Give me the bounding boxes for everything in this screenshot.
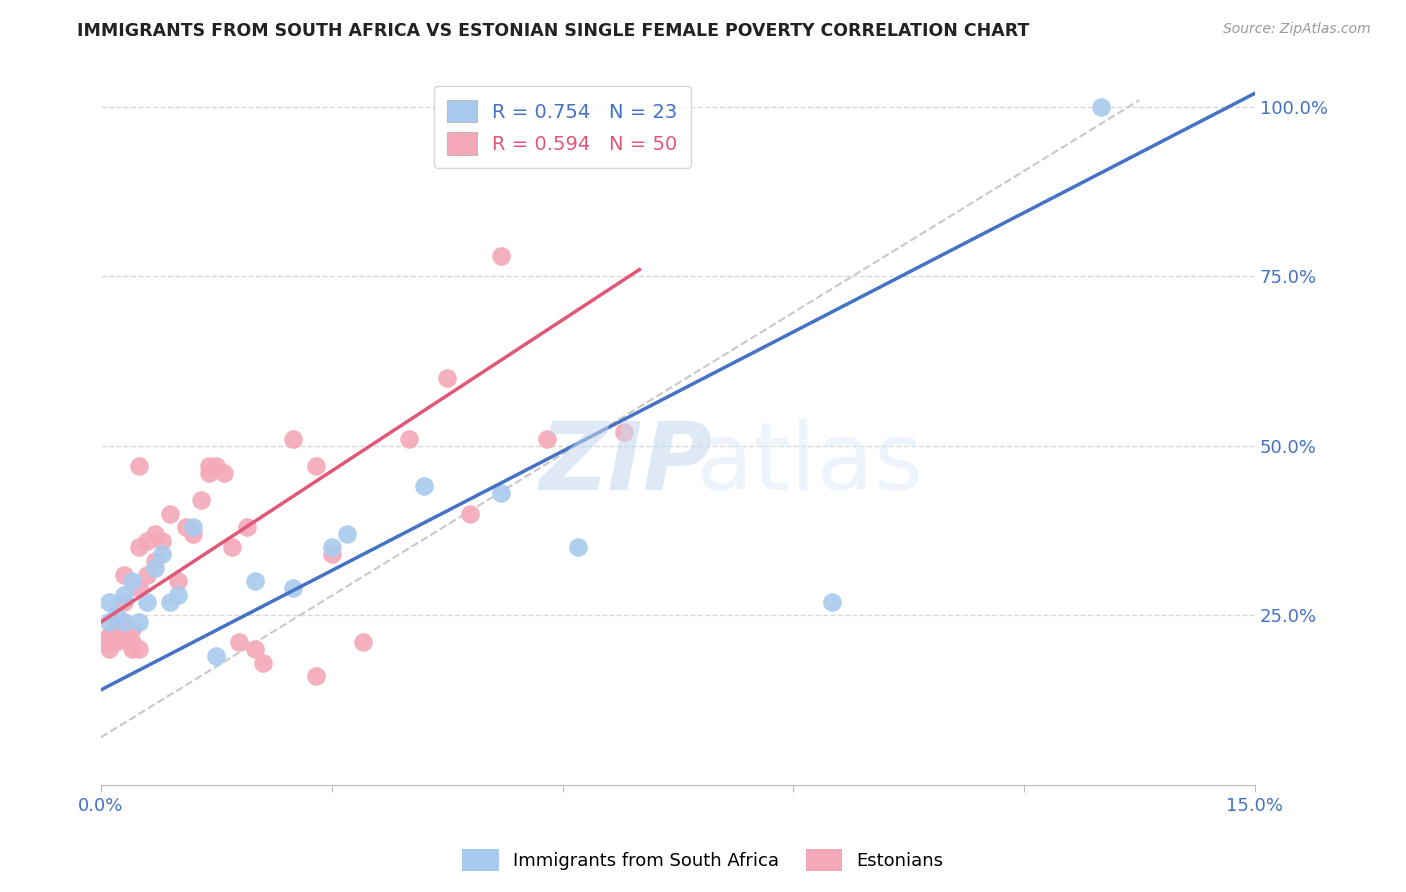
Point (305, 459, 328, 474)
Point (112, 567, 135, 582)
Point (97, 629, 120, 643)
Point (121, 574, 143, 589)
Point (321, 547, 343, 561)
Point (181, 527, 204, 541)
Point (121, 642, 143, 657)
Point (567, 541, 589, 555)
Point (489, 249, 512, 263)
Point (283, 581, 305, 595)
Text: Source: ZipAtlas.com: Source: ZipAtlas.com (1223, 22, 1371, 37)
Point (352, 635, 374, 649)
Point (97, 635, 120, 649)
Point (128, 459, 150, 474)
Point (536, 432, 558, 446)
Point (436, 371, 458, 385)
Point (105, 608, 128, 623)
Legend: Immigrants from South Africa, Estonians: Immigrants from South Africa, Estonians (456, 842, 950, 879)
Point (159, 507, 181, 521)
Point (159, 595, 181, 609)
Point (143, 554, 166, 568)
Point (821, 595, 844, 609)
Point (152, 533, 174, 548)
Point (167, 574, 190, 589)
Text: IMMIGRANTS FROM SOUTH AFRICA VS ESTONIAN SINGLE FEMALE POVERTY CORRELATION CHART: IMMIGRANTS FROM SOUTH AFRICA VS ESTONIAN… (77, 22, 1029, 40)
Point (105, 629, 128, 643)
Point (112, 615, 135, 629)
Point (143, 527, 166, 541)
Point (143, 561, 166, 575)
Point (121, 635, 143, 649)
Point (398, 432, 420, 446)
Text: ZIP: ZIP (540, 418, 713, 510)
Point (190, 493, 212, 508)
Point (136, 567, 159, 582)
Point (97, 642, 120, 657)
Point (128, 642, 150, 657)
Point (458, 507, 481, 521)
Point (243, 574, 266, 589)
Point (613, 425, 636, 440)
Point (105, 635, 128, 649)
Point (128, 615, 150, 629)
Point (305, 669, 328, 683)
Point (167, 588, 190, 602)
Point (197, 466, 219, 480)
Point (321, 541, 343, 555)
Legend: R = 0.754   N = 23, R = 0.594   N = 50: R = 0.754 N = 23, R = 0.594 N = 50 (434, 87, 690, 168)
Point (136, 595, 159, 609)
Point (236, 520, 259, 534)
Point (205, 459, 228, 474)
Point (228, 635, 250, 649)
Point (128, 581, 150, 595)
Point (121, 622, 143, 636)
Point (112, 615, 135, 629)
Point (97, 615, 120, 629)
Point (112, 595, 135, 609)
Point (136, 533, 159, 548)
Point (336, 527, 359, 541)
Point (243, 642, 266, 657)
Point (97, 635, 120, 649)
Point (97, 595, 120, 609)
Point (212, 466, 235, 480)
Point (174, 520, 197, 534)
Point (252, 656, 274, 670)
Point (97, 629, 120, 643)
Point (105, 622, 128, 636)
Point (489, 486, 512, 500)
Point (112, 588, 135, 602)
Point (205, 648, 228, 663)
Point (283, 432, 305, 446)
Point (221, 541, 243, 555)
Point (105, 615, 128, 629)
Point (128, 541, 150, 555)
Point (1090, 100, 1112, 114)
Point (413, 479, 436, 493)
Point (112, 629, 135, 643)
Text: atlas: atlas (695, 418, 924, 510)
Point (152, 547, 174, 561)
Point (197, 459, 219, 474)
Point (181, 520, 204, 534)
